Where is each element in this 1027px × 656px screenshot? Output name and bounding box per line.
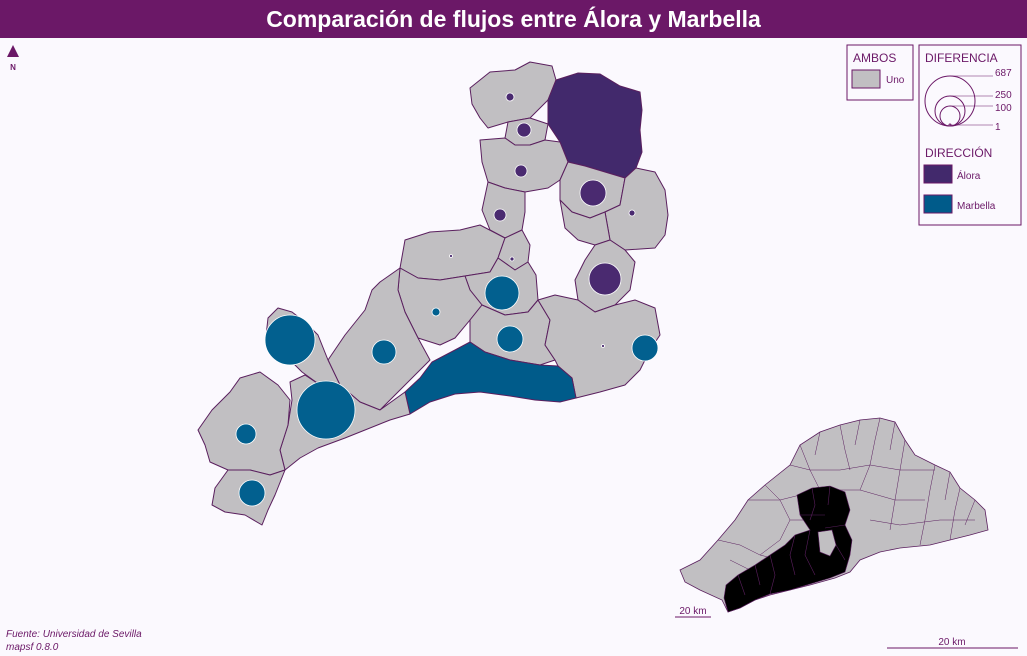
source-line: Fuente: Universidad de Sevilla bbox=[6, 629, 142, 640]
inset-study-boundaries bbox=[737, 485, 846, 596]
software-credit: mapsf 0.8.0 bbox=[6, 642, 59, 653]
flow-symbol-alora bbox=[628, 209, 636, 217]
legend-value-687: 687 bbox=[995, 68, 1012, 79]
flow-symbol-marbella bbox=[496, 325, 524, 353]
legend-ambos: AMBOS Uno bbox=[846, 44, 914, 101]
legend-ambos-title: AMBOS bbox=[853, 51, 896, 65]
flow-symbol-alora bbox=[509, 256, 515, 262]
legend-swatch-uno bbox=[851, 69, 881, 89]
legend-diferencia-title: DIFERENCIA bbox=[925, 51, 998, 65]
map-title: Comparación de flujos entre Álora y Marb… bbox=[0, 0, 1027, 38]
main-map bbox=[197, 61, 669, 526]
inset-study-area bbox=[723, 485, 853, 613]
legend-swatch-alora bbox=[923, 164, 953, 184]
flow-symbol-marbella bbox=[484, 275, 520, 311]
municipality bbox=[197, 371, 291, 476]
flow-symbol-alora bbox=[516, 122, 532, 138]
flow-symbol-marbella bbox=[371, 339, 397, 365]
legend-value-1: 1 bbox=[995, 122, 1001, 133]
flow-symbol-alora bbox=[588, 262, 622, 296]
inset-scale-label: 20 km bbox=[679, 606, 706, 617]
legend-swatch-marbella bbox=[923, 194, 953, 214]
municipality bbox=[604, 167, 669, 251]
flow-symbol-marbella bbox=[238, 479, 266, 507]
legend-diferencia: DIFERENCIA 687 250 100 1 DIRECCIÓN Álora… bbox=[918, 44, 1022, 226]
flow-symbol-marbella bbox=[431, 307, 441, 317]
flow-symbol-marbella bbox=[296, 380, 356, 440]
flow-symbol-alora bbox=[449, 254, 453, 258]
north-arrow-icon bbox=[7, 45, 19, 57]
flow-symbol-marbella bbox=[264, 314, 316, 366]
main-scale-label: 20 km bbox=[938, 637, 965, 648]
north-arrow: N bbox=[7, 45, 19, 72]
inset-map: 20 km bbox=[675, 417, 989, 618]
municipality bbox=[537, 294, 661, 399]
flow-symbol-marbella bbox=[631, 334, 659, 362]
north-label: N bbox=[10, 63, 16, 72]
flow-symbol-alora bbox=[493, 208, 507, 222]
flow-symbol-marbella bbox=[235, 423, 257, 445]
flow-symbol-alora bbox=[601, 344, 605, 348]
legend-label-alora: Álora bbox=[957, 169, 981, 182]
legend-label-uno: Uno bbox=[886, 75, 905, 86]
inset-hole bbox=[817, 529, 837, 557]
legend-value-250: 250 bbox=[995, 90, 1012, 101]
flow-symbol-alora bbox=[579, 179, 607, 207]
legend-value-100: 100 bbox=[995, 103, 1012, 114]
flow-symbol-alora bbox=[505, 92, 515, 102]
flow-symbol-alora bbox=[514, 164, 528, 178]
municipality-marbella bbox=[404, 341, 577, 415]
legend-direccion-title: DIRECCIÓN bbox=[925, 145, 992, 160]
legend-label-marbella: Marbella bbox=[957, 201, 996, 212]
